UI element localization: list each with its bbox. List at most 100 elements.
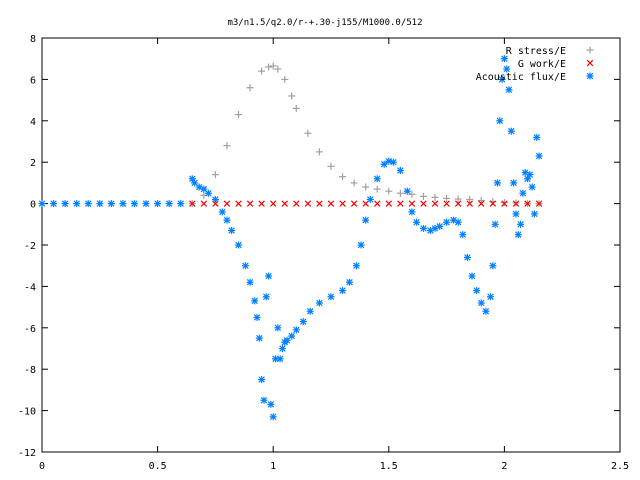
data-point <box>339 173 347 181</box>
data-point <box>477 299 485 307</box>
data-point <box>339 287 347 295</box>
data-point <box>306 307 314 315</box>
data-point <box>288 92 296 100</box>
data-point <box>489 262 497 270</box>
data-point <box>408 190 416 198</box>
data-point <box>316 200 323 207</box>
data-point <box>454 218 462 226</box>
data-point <box>274 65 282 73</box>
data-point <box>315 148 323 156</box>
data-point <box>269 62 277 70</box>
data-point <box>73 200 81 208</box>
data-point <box>292 326 300 334</box>
data-point <box>466 200 473 207</box>
x-tick-label: 2.5 <box>611 461 629 472</box>
data-point <box>345 278 353 286</box>
data-point <box>493 179 501 187</box>
data-point <box>500 199 508 207</box>
data-point <box>373 175 381 183</box>
series-1 <box>188 62 543 208</box>
data-point <box>246 84 254 92</box>
data-point <box>352 262 360 270</box>
x-tick-label: 2 <box>501 461 507 472</box>
data-point <box>419 192 427 200</box>
data-point <box>431 200 439 207</box>
data-point <box>228 227 236 235</box>
data-point <box>528 183 536 191</box>
data-point <box>260 396 268 404</box>
data-point <box>258 67 266 75</box>
data-point <box>241 262 249 270</box>
data-point <box>362 183 370 191</box>
data-point <box>385 187 393 195</box>
data-point <box>350 179 358 187</box>
data-point <box>459 231 467 239</box>
data-point <box>142 200 150 208</box>
data-point <box>507 127 515 135</box>
legend-label: G work/E <box>518 59 566 70</box>
legend: R stress/E G work/E Acoustic flux/E <box>476 46 594 83</box>
y-tick-label: 4 <box>30 117 36 128</box>
data-point <box>517 220 525 228</box>
data-point <box>281 200 288 207</box>
data-point <box>468 272 476 280</box>
data-point <box>84 200 92 208</box>
y-tick-label: -8 <box>24 365 36 376</box>
y-tick-label: -12 <box>18 448 36 459</box>
x-tick-label: 1.5 <box>380 461 398 472</box>
data-point <box>130 200 138 208</box>
data-point <box>283 336 291 344</box>
axis-ticks: 0 0.5 1 1.5 2 2.5 -12 -10 -8 -6 -4 -2 0 2 4 6 8 <box>18 34 629 472</box>
data-point <box>385 157 393 165</box>
data-point <box>443 218 451 226</box>
data-point <box>454 200 462 207</box>
y-tick-label: -10 <box>18 407 36 418</box>
data-point <box>119 200 127 208</box>
data-point <box>251 297 259 305</box>
data-point <box>366 195 374 203</box>
legend-label: R stress/E <box>506 46 566 57</box>
data-point <box>526 171 534 179</box>
data-point <box>274 324 282 332</box>
data-point <box>327 162 335 170</box>
data-point <box>389 158 397 166</box>
data-point <box>304 129 312 137</box>
data-point <box>223 142 231 150</box>
data-point <box>403 187 411 195</box>
series-2 <box>189 200 543 207</box>
data-point <box>443 200 450 207</box>
data-point <box>189 200 196 207</box>
data-point <box>533 133 541 141</box>
data-point <box>397 200 404 207</box>
data-point <box>436 222 444 230</box>
legend-marker <box>586 59 594 67</box>
data-point <box>362 216 370 224</box>
data-point <box>443 194 451 202</box>
data-point <box>473 287 481 295</box>
data-point <box>535 200 543 207</box>
data-point <box>500 55 508 63</box>
data-point <box>267 400 275 408</box>
data-point <box>223 200 231 207</box>
y-tick-label: -4 <box>24 282 36 293</box>
data-point <box>524 200 531 207</box>
data-point <box>489 200 497 207</box>
data-point <box>246 200 254 207</box>
data-point <box>154 200 162 208</box>
data-point <box>357 241 365 249</box>
data-point <box>235 111 243 119</box>
series-3 <box>38 55 543 421</box>
data-point <box>258 200 265 207</box>
data-point <box>61 200 69 208</box>
x-tick-label: 0 <box>39 461 45 472</box>
data-point <box>512 200 520 207</box>
data-point <box>255 334 263 342</box>
data-point <box>262 293 270 301</box>
data-point <box>505 86 513 94</box>
data-point <box>38 200 46 208</box>
data-point <box>463 253 471 261</box>
data-point <box>204 189 212 197</box>
legend-marker <box>586 72 594 80</box>
data-point <box>269 413 277 421</box>
